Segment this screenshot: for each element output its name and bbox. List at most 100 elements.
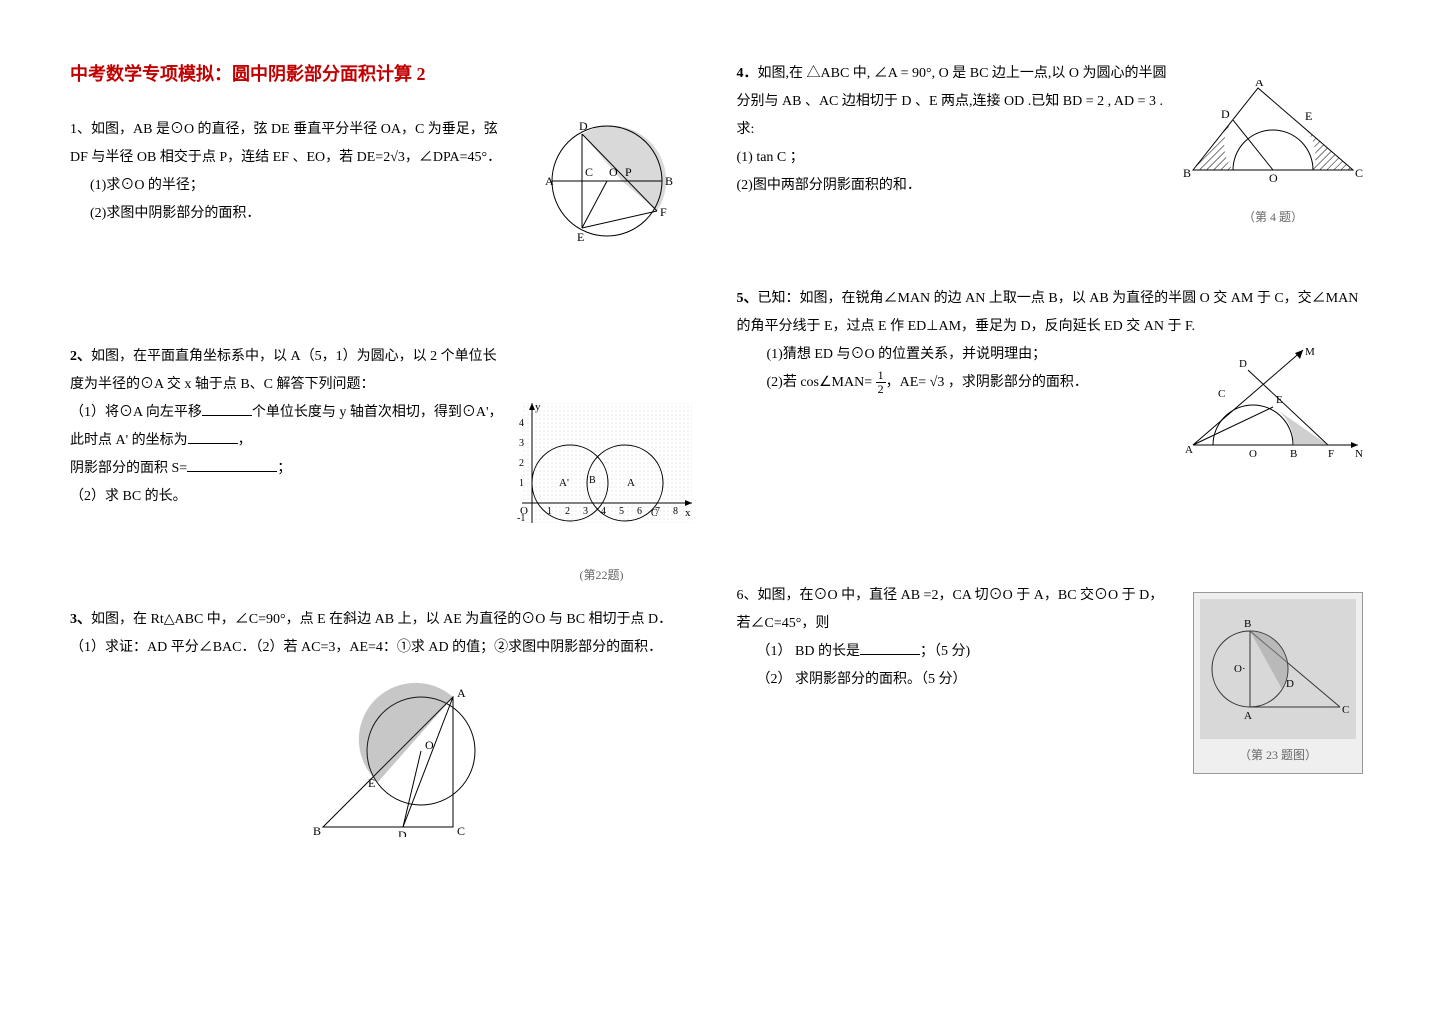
svg-text:C: C [585,165,593,179]
problem-2-figure: y x O 1 2 3 4 -1 1 2 3 4 5 6 7 8 A' A [507,398,697,587]
svg-text:1: 1 [519,478,524,489]
angle-semicircle-icon: A B C D E F M N O [1183,345,1363,465]
svg-text:M: M [1305,346,1315,358]
photo-frame: A B C D O· （第 23 题图） [1193,592,1363,774]
svg-text:O: O [609,165,618,179]
svg-text:A: A [545,174,554,188]
problem-2-stem: 如图，在平面直角坐标系中，以 A（5，1）为圆心，以 2 个单位长度为半径的⊙A… [70,349,497,392]
svg-text:C: C [1355,166,1363,180]
problem-4-q2: (2)图中两部分阴影面积的和． [737,172,1174,200]
svg-text:A: A [457,686,466,700]
svg-text:C: C [1342,704,1349,716]
svg-text:2: 2 [519,458,524,469]
problem-4-num: 4． [737,66,758,81]
svg-text:F: F [1328,448,1334,460]
blank-input [202,402,252,416]
problem-2-q2a: 阴影部分的面积 S= [70,461,187,476]
problem-1-stem: 如图，AB 是⊙O 的直径，弦 DE 垂直平分半径 OA，C 为垂足，弦 DF … [70,122,501,165]
problem-3-num: 3、 [70,612,91,627]
problem-1-q2: (2)求图中阴影部分的面积． [70,200,507,228]
fraction-icon: 12 [876,369,886,396]
problem-2: y x O 1 2 3 4 -1 1 2 3 4 5 6 7 8 A' A [70,343,697,511]
svg-text:C: C [1218,388,1225,400]
problem-1-num: 1、 [70,122,91,137]
problem-4-stem: 如图,在 △ABC 中, ∠A = 90°, O 是 BC 边上一点,以 O 为… [737,66,1167,137]
svg-text:3: 3 [519,438,524,449]
blank-input [860,641,920,655]
problem-6-num: 6、 [737,588,758,603]
coordinate-plane-icon: y x O 1 2 3 4 -1 1 2 3 4 5 6 7 8 A' A [507,398,697,548]
svg-text:2: 2 [565,506,570,517]
svg-text:-1: -1 [517,513,525,524]
svg-text:C: C [651,508,658,519]
svg-text:A: A [627,477,635,489]
problem-6: A B C D O· （第 23 题图） 6、如图，在⊙O 中，直径 AB =2… [737,582,1364,694]
svg-text:O·: O· [1234,663,1246,675]
svg-text:B: B [1183,166,1191,180]
right-column: A B C D E O （第 4 题） 4．如图,在 △ABC 中, ∠A = … [737,60,1364,951]
svg-text:F: F [660,205,667,219]
problem-2-caption: (第22题) [507,563,697,587]
problem-4-q1: (1) tan C ； [737,144,1174,172]
svg-text:A: A [1185,444,1193,456]
svg-text:O: O [1269,171,1278,185]
page-title: 中考数学专项模拟：圆中阴影部分面积计算 2 [70,60,697,86]
svg-text:B: B [1244,618,1251,630]
svg-text:A: A [1244,710,1252,722]
svg-text:E: E [577,230,584,244]
problem-6-caption: （第 23 题图） [1200,743,1356,767]
problem-6-q2: （2） 求阴影部分的面积。（5 分） [737,666,1174,694]
svg-text:D: D [579,119,588,133]
svg-text:P: P [625,165,632,179]
svg-text:E: E [368,776,375,790]
semicircle-triangle-icon: A B C D E O [1183,80,1363,190]
problem-2-q2b: ； [277,461,291,476]
circle-tangent-icon: A B C D O· [1200,599,1356,739]
svg-text:x: x [685,507,691,519]
svg-text:B: B [589,475,596,486]
problem-1-figure: A B C D E F O P [517,116,697,257]
svg-text:D: D [1239,358,1247,370]
svg-text:E: E [1276,394,1283,406]
problem-5: A B C D E F M N O 5、已知：如图，在锐角∠MAN 的边 AN … [737,285,1364,397]
svg-text:4: 4 [519,418,524,429]
problem-6-q1a: （1） BD 的长是 [757,644,860,659]
svg-text:A: A [1255,80,1264,89]
problem-6-figure: A B C D O· （第 23 题图） [1193,592,1363,774]
problem-4-figure: A B C D E O （第 4 题） [1183,80,1363,229]
svg-text:8: 8 [673,506,678,517]
svg-text:B: B [1290,448,1297,460]
svg-text:y: y [535,401,541,413]
problem-5-num: 5、 [737,291,758,306]
problem-2-q1c: ， [238,433,252,448]
svg-text:D: D [1221,107,1230,121]
blank-input [187,458,277,472]
problem-5-q1: (1)猜想 ED 与⊙O 的位置关系，并说明理由； [737,341,1174,369]
blank-input [188,430,238,444]
svg-text:N: N [1355,448,1363,460]
problem-5-figure: A B C D E F M N O [1183,345,1363,476]
problem-2-q3: （2）求 BC 的长。 [70,483,507,511]
svg-text:B: B [313,824,321,837]
problem-2-q1a: （1）将⊙A 向左平移 [70,405,202,420]
svg-text:E: E [1305,109,1312,123]
problem-5-q2a: (2)若 cos∠MAN= [767,375,876,390]
problem-5-stem: 已知：如图，在锐角∠MAN 的边 AN 上取一点 B，以 AB 为直径的半圆 O… [737,291,1359,334]
problem-1-q1: (1)求⊙O 的半径； [70,172,507,200]
problem-6-q1b: ；（5 分) [920,644,970,659]
svg-text:C: C [457,824,465,837]
svg-text:D: D [1286,678,1294,690]
problem-5-q2b: ，AE= √3 ，求阴影部分的面积． [886,375,1088,390]
svg-text:O: O [425,738,434,752]
svg-text:3: 3 [583,506,588,517]
problem-4-caption: （第 4 题） [1183,205,1363,229]
svg-text:D: D [398,828,407,837]
problem-6-stem: 如图，在⊙O 中，直径 AB =2，CA 切⊙O 于 A，BC 交⊙O 于 D，… [737,588,1164,631]
svg-text:B: B [665,174,673,188]
problem-3: 3、如图，在 Rt△ABC 中，∠C=90°，点 E 在斜边 AB 上，以 AE… [70,606,697,848]
svg-text:5: 5 [619,506,624,517]
circle-diagram-icon: A B C D E F O P [517,116,697,246]
svg-text:6: 6 [637,506,642,517]
problem-4: A B C D E O （第 4 题） 4．如图,在 △ABC 中, ∠A = … [737,60,1364,200]
svg-text:A': A' [559,477,569,489]
